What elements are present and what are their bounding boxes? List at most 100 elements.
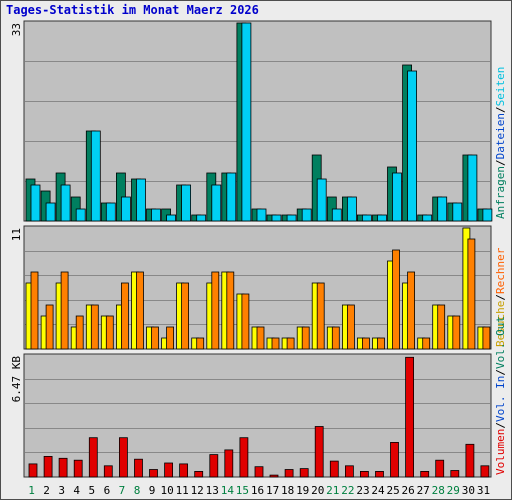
bar-hits-dateien-day-24 <box>377 214 387 222</box>
legend-entry: Vol. Out <box>494 316 507 369</box>
x-axis-label-day-4: 4 <box>73 484 80 497</box>
legend-entry: Besuche <box>494 301 507 347</box>
bar-hits-dateien-day-22 <box>346 196 357 222</box>
bar-hits-dateien-day-5 <box>90 130 101 222</box>
bar-volume-volumen-day-4 <box>73 459 83 478</box>
bar-visits-rechner-day-2 <box>45 304 54 350</box>
legend-entry: / <box>494 106 507 113</box>
bar-volume-volumen-day-27 <box>420 470 430 478</box>
bar-volume-volumen-day-21 <box>329 460 339 478</box>
bar-volume-volumen-day-12 <box>194 470 204 478</box>
x-axis-label-day-27: 27 <box>417 484 430 497</box>
bar-visits-rechner-day-5 <box>90 304 99 350</box>
x-axis-label-day-3: 3 <box>58 484 65 497</box>
x-axis-label-day-14: 14 <box>221 484 235 497</box>
bar-visits-rechner-day-16 <box>256 326 265 350</box>
x-axis-label-day-17: 17 <box>266 484 279 497</box>
bar-volume-volumen-day-23 <box>359 470 369 478</box>
bar-visits-rechner-day-14 <box>226 271 235 350</box>
y-max-label-hits: 33 <box>10 23 23 36</box>
bar-volume-volumen-day-8 <box>134 458 143 478</box>
legend-entry: / <box>494 422 507 429</box>
bar-visits-rechner-day-23 <box>361 337 370 350</box>
x-axis-label-day-12: 12 <box>191 484 204 497</box>
bar-volume-volumen-day-20 <box>314 426 324 478</box>
bar-hits-dateien-day-14 <box>226 172 237 222</box>
legend-entry: Vol. In <box>494 376 507 422</box>
y-max-label-volume: 6.47 KB <box>10 356 23 403</box>
bar-visits-rechner-day-6 <box>105 315 114 350</box>
x-axis-label-day-6: 6 <box>104 484 111 497</box>
bar-visits-rechner-day-12 <box>196 337 205 350</box>
bar-hits-dateien-day-3 <box>60 184 71 222</box>
bar-volume-volumen-day-29 <box>450 470 460 478</box>
x-axis-label-day-22: 22 <box>341 484 354 497</box>
bar-volume-volumen-day-13 <box>209 454 219 478</box>
bar-volume-volumen-day-11 <box>179 463 189 478</box>
bar-hits-dateien-day-15 <box>241 22 252 222</box>
bar-visits-rechner-day-29 <box>452 315 461 350</box>
chart-title: Tages-Statistik im Monat Maerz 2026 <box>6 3 259 17</box>
bar-visits-rechner-day-9 <box>151 326 159 350</box>
bar-visits-rechner-day-18 <box>286 337 295 350</box>
bar-visits-rechner-day-8 <box>136 271 144 350</box>
x-axis-label-day-1: 1 <box>28 484 35 497</box>
bar-volume-volumen-day-28 <box>435 459 445 478</box>
bar-volume-volumen-day-26 <box>405 356 415 478</box>
x-axis-label-day-28: 28 <box>432 484 445 497</box>
bar-hits-dateien-day-6 <box>105 202 116 222</box>
bar-hits-dateien-day-2 <box>45 202 56 222</box>
x-axis-label-day-15: 15 <box>236 484 249 497</box>
legend-entry: Dateien <box>494 113 507 159</box>
legend-entry: Anfragen <box>494 166 507 219</box>
x-axis-label-day-25: 25 <box>386 484 399 497</box>
legend-entry: / <box>494 159 507 166</box>
x-axis-label-day-8: 8 <box>134 484 141 497</box>
bar-volume-volumen-day-3 <box>58 457 68 478</box>
bar-hits-dateien-day-23 <box>361 214 372 222</box>
x-axis-label-day-5: 5 <box>88 484 95 497</box>
bar-visits-rechner-day-31 <box>482 326 491 350</box>
bar-visits-rechner-day-7 <box>121 282 129 350</box>
bar-visits-rechner-day-15 <box>241 293 250 350</box>
bar-volume-volumen-day-30 <box>465 443 475 478</box>
bar-volume-volumen-day-5 <box>88 437 98 478</box>
x-axis-label-day-26: 26 <box>401 484 414 497</box>
x-axis-label-day-16: 16 <box>251 484 264 497</box>
bar-volume-volumen-day-14 <box>224 449 234 478</box>
bar-volume-volumen-day-16 <box>254 466 264 478</box>
bar-volume-volumen-day-7 <box>119 437 128 478</box>
x-axis-label-day-10: 10 <box>160 484 173 497</box>
bar-volume-volumen-day-31 <box>480 465 490 478</box>
bar-visits-rechner-day-27 <box>422 337 431 350</box>
bar-hits-dateien-day-28 <box>437 196 448 222</box>
legend-entry: Volumen <box>494 429 507 475</box>
legend-entry: Seiten <box>494 67 507 107</box>
x-axis-label-day-11: 11 <box>176 484 189 497</box>
legend-hits: Anfragen/Dateien/Seiten <box>494 67 507 219</box>
bar-visits-rechner-day-22 <box>346 304 355 350</box>
bar-hits-dateien-day-18 <box>286 214 297 222</box>
bar-hits-dateien-day-21 <box>331 208 342 222</box>
bar-hits-dateien-day-16 <box>256 208 267 222</box>
bar-visits-rechner-day-1 <box>30 271 39 350</box>
x-axis-label-day-2: 2 <box>43 484 50 497</box>
bar-hits-dateien-day-11 <box>181 184 192 222</box>
bar-volume-volumen-day-19 <box>299 468 309 478</box>
y-max-label-visits: 11 <box>10 228 23 241</box>
bar-volume-volumen-day-22 <box>344 465 354 478</box>
x-axis-label-day-31: 31 <box>477 484 490 497</box>
bar-volume-volumen-day-24 <box>375 470 384 478</box>
x-axis-label-day-19: 19 <box>296 484 309 497</box>
bar-hits-dateien-day-4 <box>75 208 86 222</box>
legend-entry: Rechner <box>494 247 507 294</box>
x-axis-label-day-13: 13 <box>206 484 219 497</box>
bar-volume-volumen-day-25 <box>390 441 399 478</box>
bar-hits-dateien-day-30 <box>467 154 478 222</box>
bar-volume-volumen-day-18 <box>284 469 294 478</box>
x-axis-label-day-20: 20 <box>311 484 324 497</box>
bar-visits-rechner-day-24 <box>377 337 385 350</box>
bar-hits-dateien-day-10 <box>166 214 177 222</box>
